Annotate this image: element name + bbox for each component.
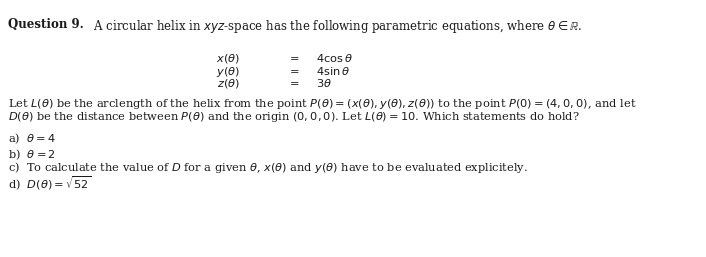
Text: A circular helix in $xyz$-space has the following parametric equations, where $\: A circular helix in $xyz$-space has the … <box>90 18 582 35</box>
Text: $=$: $=$ <box>287 52 299 62</box>
Text: $z(\theta)$: $z(\theta)$ <box>217 77 240 90</box>
Text: $D(\theta)$ be the distance between $P(\theta)$ and the origin $(0, 0, 0)$. Let : $D(\theta)$ be the distance between $P(\… <box>8 110 580 124</box>
Text: $4\sin\theta$: $4\sin\theta$ <box>316 65 350 77</box>
Text: $4\cos\theta$: $4\cos\theta$ <box>316 52 353 64</box>
Text: a)  $\theta = 4$: a) $\theta = 4$ <box>8 132 56 146</box>
Text: d)  $D(\theta) = \sqrt{52}$: d) $D(\theta) = \sqrt{52}$ <box>8 175 92 193</box>
Text: c)  To calculate the value of $D$ for a given $\theta$, $x(\theta)$ and $y(\thet: c) To calculate the value of $D$ for a g… <box>8 160 528 175</box>
Text: Let $L(\theta)$ be the arclength of the helix from the point $P(\theta) = (x(\th: Let $L(\theta)$ be the arclength of the … <box>8 97 637 111</box>
Text: b)  $\theta = 2$: b) $\theta = 2$ <box>8 147 56 161</box>
Text: Question 9.: Question 9. <box>8 18 84 31</box>
Text: $=$: $=$ <box>287 65 299 75</box>
Text: $y(\theta)$: $y(\theta)$ <box>216 65 240 79</box>
Text: $3\theta$: $3\theta$ <box>316 77 333 89</box>
Text: $=$: $=$ <box>287 77 299 87</box>
Text: $x(\theta)$: $x(\theta)$ <box>216 52 240 65</box>
